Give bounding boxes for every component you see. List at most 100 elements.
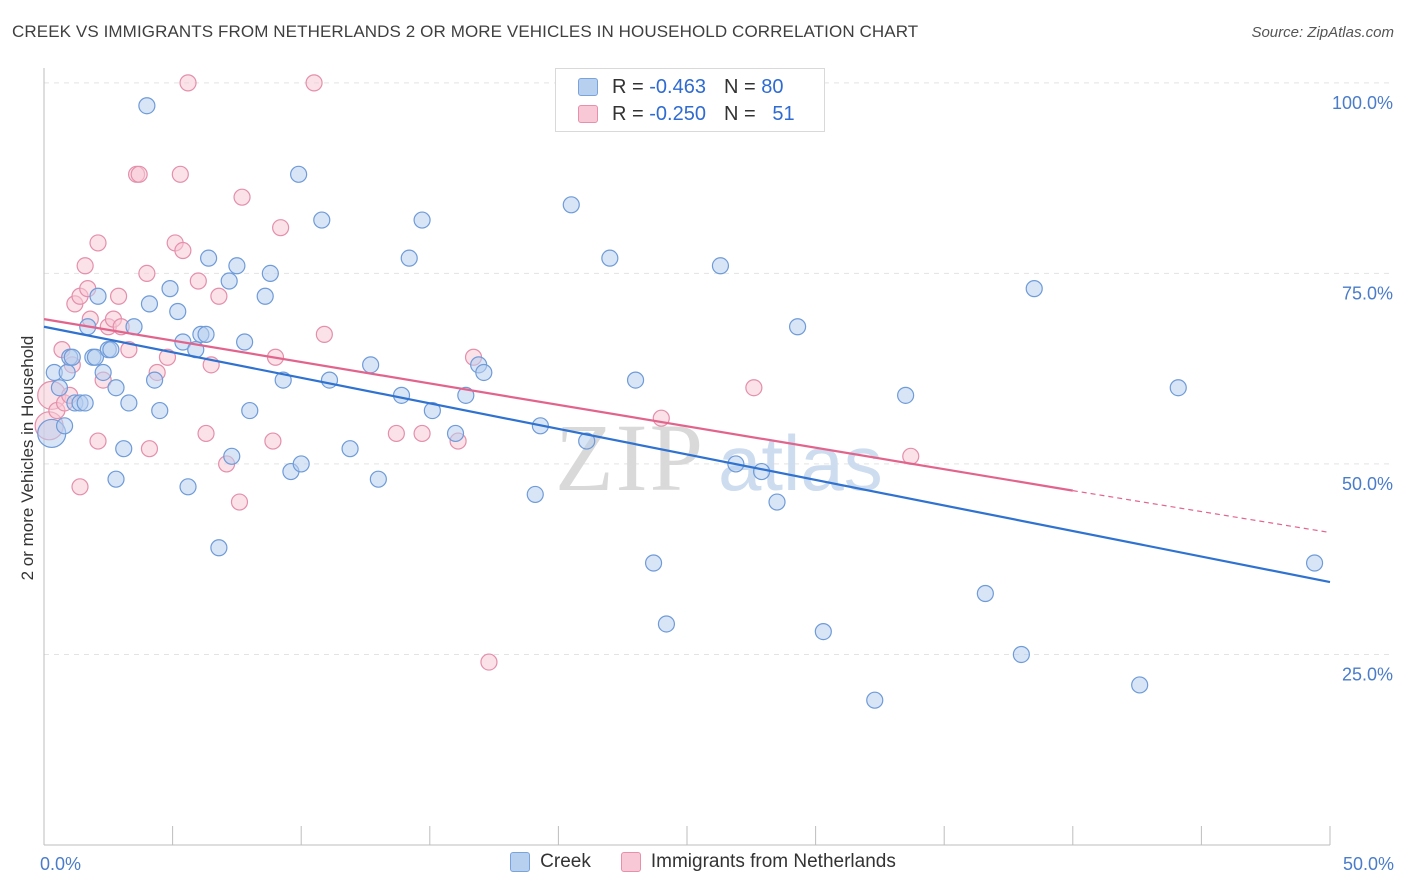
- grid-lines: [44, 82, 1390, 655]
- netherlands-point: [89, 432, 107, 450]
- netherlands-point: [305, 74, 323, 92]
- creek-point: [161, 280, 179, 298]
- creek-point: [976, 584, 994, 603]
- creek-point: [140, 295, 159, 313]
- creek-point: [768, 493, 786, 511]
- x-tick-label: 0.0%: [40, 854, 81, 874]
- creek-point: [626, 371, 645, 389]
- netherlands-point: [387, 424, 405, 443]
- legend-n-value: 51: [772, 102, 795, 125]
- creek-point: [413, 211, 431, 229]
- creek-point: [55, 417, 74, 435]
- netherlands-point: [89, 234, 107, 252]
- series-legend: Creek Immigrants from Netherlands: [0, 851, 1406, 873]
- watermark: ZIP atlas: [555, 404, 883, 511]
- netherlands-point: [189, 272, 207, 290]
- creek-point: [400, 249, 418, 267]
- legend-swatch-netherlands: [620, 852, 641, 872]
- watermark-zip: ZIP: [555, 404, 705, 511]
- y-tick-label: 25.0%: [1342, 664, 1393, 684]
- legend-r-value: -0.463: [649, 75, 706, 98]
- creek-point: [578, 432, 596, 450]
- creek-point: [711, 257, 730, 275]
- creek-point: [210, 539, 228, 557]
- creek-point: [50, 379, 69, 397]
- netherlands-point: [233, 188, 251, 206]
- creek-point: [115, 440, 133, 458]
- legend-item-creek[interactable]: Creek: [510, 851, 591, 873]
- creek-point: [475, 363, 493, 382]
- creek-point: [1131, 676, 1149, 694]
- legend-row-creek: R = -0.463 N = 80: [578, 74, 783, 100]
- source-label[interactable]: Source: ZipAtlas.com: [1251, 24, 1394, 41]
- netherlands-point: [158, 348, 177, 366]
- legend-n-value: 80: [761, 75, 784, 98]
- y-tick-label: 50.0%: [1342, 474, 1393, 494]
- legend-item-netherlands[interactable]: Immigrants from Netherlands: [620, 851, 896, 873]
- creek-point: [369, 470, 387, 488]
- y-tick-label: 75.0%: [1342, 283, 1393, 303]
- creek-point: [1025, 280, 1043, 298]
- creek-point: [94, 363, 112, 382]
- creek-point: [86, 348, 105, 366]
- creek-point: [200, 249, 218, 267]
- creek-point: [526, 485, 544, 504]
- legend-swatch-creek: [578, 78, 598, 96]
- netherlands-point: [315, 325, 333, 343]
- creek-point: [457, 386, 475, 404]
- creek-point: [107, 470, 125, 488]
- creek-point: [446, 424, 465, 443]
- creek-point: [752, 462, 771, 481]
- netherlands-trend-extension: [1072, 490, 1331, 534]
- creek-point: [392, 386, 411, 404]
- creek-point: [814, 623, 832, 641]
- legend-row-netherlands: R = -0.250 N = 51: [578, 101, 795, 127]
- creek-point: [120, 394, 138, 412]
- creek-point: [102, 341, 120, 359]
- creek-point: [169, 302, 187, 321]
- axes: [43, 68, 1331, 846]
- netherlands-point: [140, 440, 159, 458]
- creek-point: [313, 211, 331, 229]
- netherlands-point: [210, 287, 228, 305]
- creek-point: [89, 287, 107, 305]
- legend-r-label: R =: [612, 75, 644, 98]
- netherlands-point: [76, 257, 94, 275]
- legend-swatch-netherlands: [578, 105, 598, 123]
- creek-point: [58, 363, 76, 382]
- creek-point: [1012, 645, 1030, 664]
- netherlands-point: [171, 165, 189, 183]
- creek-point: [362, 356, 380, 374]
- netherlands-point: [109, 287, 128, 305]
- creek-point: [1305, 554, 1324, 572]
- creek-point: [657, 615, 676, 633]
- legend-label-netherlands: Immigrants from Netherlands: [650, 851, 896, 872]
- netherlands-point: [71, 478, 89, 496]
- legend-r-value: -0.250: [649, 102, 706, 125]
- chart-title: CREEK VS IMMIGRANTS FROM NETHERLANDS 2 O…: [12, 22, 919, 41]
- netherlands-point: [197, 424, 215, 443]
- creek-point: [76, 394, 94, 412]
- creek-point: [107, 379, 125, 397]
- creek-point: [179, 478, 197, 496]
- netherlands-point: [138, 264, 156, 282]
- creek-point: [897, 386, 915, 404]
- netherlands-point: [264, 432, 282, 450]
- creek-point: [228, 257, 246, 275]
- legend-r-label: R =: [612, 102, 644, 125]
- legend-label-creek: Creek: [540, 851, 591, 872]
- netherlands-point: [272, 219, 290, 237]
- creek-point: [151, 401, 169, 420]
- creek-point: [562, 196, 580, 214]
- creek-point: [1169, 379, 1187, 397]
- netherlands-point: [130, 165, 148, 183]
- creek-point: [290, 165, 308, 183]
- creek-point: [220, 272, 238, 290]
- x-tick-label: 50.0%: [1343, 854, 1394, 874]
- creek-point: [644, 554, 663, 572]
- creek-point: [223, 447, 241, 465]
- y-axis-title: 2 or more Vehicles in Household: [18, 336, 37, 581]
- creek-point: [341, 440, 359, 458]
- creek-point: [423, 401, 441, 420]
